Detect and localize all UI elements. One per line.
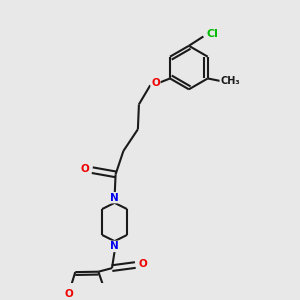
Text: O: O <box>64 289 73 299</box>
Text: O: O <box>139 259 147 269</box>
Text: Cl: Cl <box>207 29 219 39</box>
Text: N: N <box>110 193 119 203</box>
Text: N: N <box>110 242 119 251</box>
Text: CH₃: CH₃ <box>220 76 240 86</box>
Text: O: O <box>151 78 160 88</box>
Text: O: O <box>80 164 89 174</box>
